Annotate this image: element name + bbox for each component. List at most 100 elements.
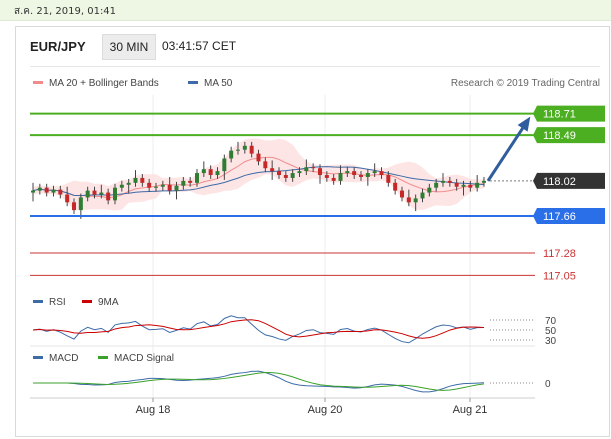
candle-body [78, 197, 83, 211]
candle-body [195, 173, 199, 183]
resistance-1-label: 118.71 [543, 109, 576, 121]
macd-signal-legend-swatch [98, 356, 108, 359]
candle-body [331, 177, 336, 181]
candle-body [92, 190, 97, 195]
candle-body [208, 169, 213, 176]
candle-body [283, 175, 288, 178]
target-arrow [486, 120, 529, 182]
x-tick-label: Aug 21 [453, 404, 488, 416]
resistance-1-tag [533, 105, 605, 122]
candle-body [318, 168, 322, 176]
rsi-ma-line [32, 319, 485, 339]
support-1-tag [533, 207, 605, 224]
candle-body [188, 180, 193, 183]
candle-body [99, 192, 104, 195]
candle-body [468, 184, 473, 188]
candle-body [140, 177, 145, 183]
candle-body [461, 184, 466, 187]
rsi-ma-legend-label: 9MA [98, 297, 119, 308]
candle-body [72, 202, 76, 211]
candle-body [181, 180, 186, 186]
candle-body [277, 171, 281, 176]
x-tick-label: Aug 18 [136, 404, 171, 416]
candle-body [359, 175, 363, 177]
rsi-legend-swatch [33, 300, 43, 303]
timeframe-button[interactable]: 30 MIN [102, 34, 156, 60]
macd-level-label: 0 [545, 379, 551, 390]
candle-body [447, 180, 452, 183]
current-price-label: 118.02 [543, 176, 576, 188]
rsi-ma-legend-swatch [82, 300, 92, 303]
candle-body [454, 182, 459, 187]
rsi-level-label: 50 [545, 326, 557, 337]
target-arrowhead [517, 116, 531, 132]
candle-body [352, 171, 357, 176]
candle-body [420, 192, 425, 199]
copyright-label: Research © 2019 Trading Central [451, 78, 600, 89]
candle-body [338, 173, 343, 181]
candle-body [113, 187, 117, 201]
rsi-level-label: 70 [545, 316, 557, 327]
candle-body [37, 187, 42, 191]
candle-body [427, 187, 432, 193]
candle-body [324, 175, 329, 178]
candle-body [379, 171, 384, 176]
symbol-label: EUR/JPY [30, 39, 86, 54]
support-2-label: 117.28 [543, 248, 576, 260]
candle-body [106, 192, 111, 201]
candle-body [475, 182, 480, 188]
candle-body [406, 197, 411, 203]
legend-label: MA 50 [204, 78, 233, 89]
candle-body [167, 184, 172, 191]
time-label: 03:41:57 CET [162, 39, 237, 53]
candle-body [249, 145, 254, 154]
candle-body [345, 171, 350, 174]
candle-body [263, 161, 268, 169]
x-tick-label: Aug 20 [308, 404, 343, 416]
macd-legend-swatch [33, 356, 43, 359]
candle-body [482, 180, 486, 183]
candle-body [304, 167, 309, 172]
rsi-legend-label: RSI [49, 297, 66, 308]
rsi-level-label: 30 [545, 336, 557, 347]
candle-body [229, 150, 234, 159]
candle-body [31, 190, 35, 193]
support-3-label: 117.05 [543, 270, 576, 282]
candle-body [256, 153, 261, 162]
macd-line [33, 370, 485, 393]
macd-legend-label: MACD [49, 353, 78, 364]
legend-label: MA 20 + Bollinger Bands [49, 78, 159, 89]
candle-body [160, 184, 165, 187]
candle-body [297, 171, 302, 174]
header-divider [30, 66, 600, 67]
candle-body [147, 182, 152, 188]
resistance-2-tag [533, 127, 605, 144]
candle-body [222, 158, 227, 172]
candle-body [215, 171, 220, 176]
candle-body [242, 145, 247, 150]
resistance-2-label: 118.49 [543, 130, 576, 142]
candle-body [372, 171, 377, 174]
candle-body [270, 168, 275, 172]
macd-signal-legend-label: MACD Signal [114, 353, 174, 364]
chart-frame [15, 26, 610, 437]
candle-body [311, 167, 316, 169]
candle-body [119, 184, 124, 188]
candle-body [413, 198, 418, 203]
legend-swatch [188, 81, 198, 84]
candle-body [154, 186, 158, 188]
candle-body [201, 169, 206, 174]
bollinger-band [33, 138, 484, 211]
candle-body [126, 182, 131, 185]
candle-body [133, 177, 138, 183]
candle-body [51, 189, 56, 193]
support-1-label: 117.66 [543, 211, 576, 223]
legend-swatch [33, 81, 43, 84]
candle-body [44, 187, 49, 193]
candle-body [65, 194, 70, 203]
date-label: ส.ค. 21, 2019, 01:41 [14, 6, 117, 17]
candle-body [434, 182, 439, 188]
macd-signal-line [33, 372, 485, 391]
candle-body [441, 180, 445, 183]
